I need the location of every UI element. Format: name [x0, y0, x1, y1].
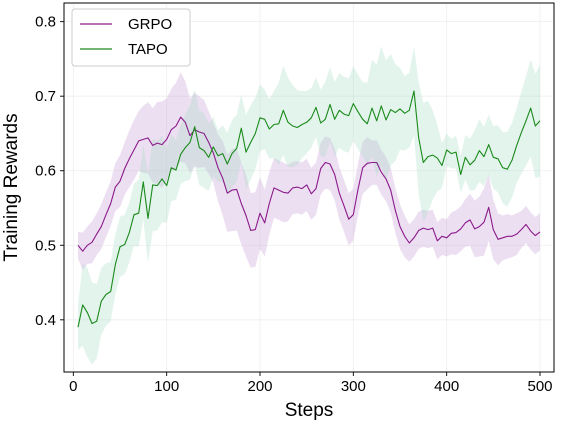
series-lines	[77, 90, 541, 328]
y-tick-label: 0.6	[35, 163, 56, 180]
legend-label-tapo: TAPO	[128, 41, 168, 58]
y-tick-label: 0.8	[35, 14, 56, 31]
x-tick-label: 300	[341, 378, 366, 395]
y-tick-label: 0.4	[35, 312, 56, 329]
y-tick-label: 0.5	[35, 237, 56, 254]
confidence-bands	[78, 46, 540, 365]
series-line-tapo	[77, 90, 541, 328]
y-axis-ticks: 0.4 0.5 0.6 0.7 0.8	[35, 14, 64, 329]
legend-label-grpo: GRPO	[128, 16, 172, 33]
x-tick-label: 0	[69, 378, 77, 395]
legend-box	[71, 8, 191, 67]
band-grpo	[78, 72, 540, 270]
band-tapo	[78, 46, 540, 365]
y-tick-label: 0.7	[35, 88, 56, 105]
series-line-grpo	[77, 116, 541, 252]
x-tick-label: 500	[527, 378, 552, 395]
legend: GRPO TAPO	[71, 8, 191, 67]
x-tick-label: 100	[154, 378, 179, 395]
y-axis-title: Training Rewards	[1, 113, 22, 261]
plot-frame	[63, 2, 555, 373]
x-axis-ticks: 0 100 200 300 400 500	[69, 372, 553, 395]
x-tick-label: 200	[247, 378, 272, 395]
x-axis-title: Steps	[285, 400, 334, 421]
x-tick-label: 400	[434, 378, 459, 395]
